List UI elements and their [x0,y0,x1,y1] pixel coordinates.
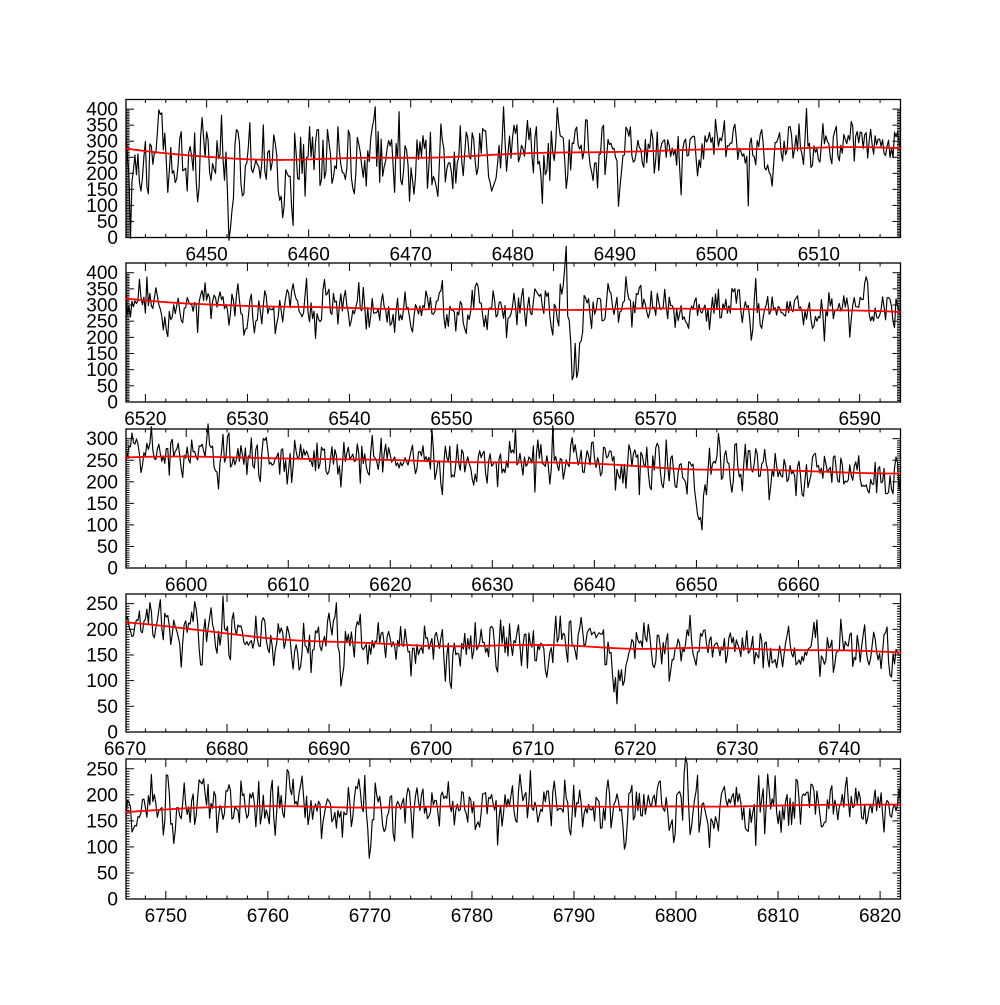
svg-text:200: 200 [86,472,118,493]
svg-text:6690: 6690 [308,739,350,760]
svg-text:400: 400 [86,263,118,284]
svg-text:100: 100 [86,515,118,536]
svg-text:150: 150 [86,811,118,832]
svg-text:250: 250 [86,759,118,780]
svg-text:6720: 6720 [614,739,656,760]
svg-text:6560: 6560 [532,409,574,430]
svg-text:0: 0 [107,890,118,911]
svg-text:6530: 6530 [226,409,268,430]
svg-text:6570: 6570 [634,409,676,430]
svg-text:6740: 6740 [818,739,860,760]
svg-text:300: 300 [86,429,118,450]
svg-text:6600: 6600 [165,575,207,596]
svg-text:6790: 6790 [553,906,595,927]
svg-text:6520: 6520 [124,409,166,430]
svg-text:6580: 6580 [736,409,778,430]
svg-text:50: 50 [97,697,118,718]
svg-text:6550: 6550 [430,409,472,430]
svg-text:400: 400 [86,100,118,121]
svg-text:200: 200 [86,620,118,641]
svg-text:0: 0 [107,559,118,580]
svg-text:6590: 6590 [839,409,881,430]
svg-text:6770: 6770 [349,906,391,927]
svg-text:6620: 6620 [369,575,411,596]
svg-text:6670: 6670 [104,739,146,760]
svg-text:6730: 6730 [716,739,758,760]
svg-text:6540: 6540 [328,409,370,430]
svg-text:6820: 6820 [859,906,901,927]
svg-text:100: 100 [86,671,118,692]
svg-text:150: 150 [86,494,118,515]
svg-text:6800: 6800 [655,906,697,927]
svg-text:6640: 6640 [573,575,615,596]
svg-text:100: 100 [86,837,118,858]
svg-text:6750: 6750 [145,906,187,927]
svg-text:200: 200 [86,785,118,806]
svg-text:150: 150 [86,645,118,666]
svg-text:6610: 6610 [267,575,309,596]
svg-text:50: 50 [97,537,118,558]
svg-text:50: 50 [97,863,118,884]
svg-text:6710: 6710 [512,739,554,760]
svg-text:6630: 6630 [471,575,513,596]
svg-text:250: 250 [86,594,118,615]
svg-text:6760: 6760 [247,906,289,927]
svg-text:250: 250 [86,451,118,472]
svg-text:6780: 6780 [451,906,493,927]
svg-text:6810: 6810 [757,906,799,927]
svg-text:6680: 6680 [206,739,248,760]
svg-text:6660: 6660 [777,575,819,596]
svg-text:6650: 6650 [675,575,717,596]
svg-text:6700: 6700 [410,739,452,760]
